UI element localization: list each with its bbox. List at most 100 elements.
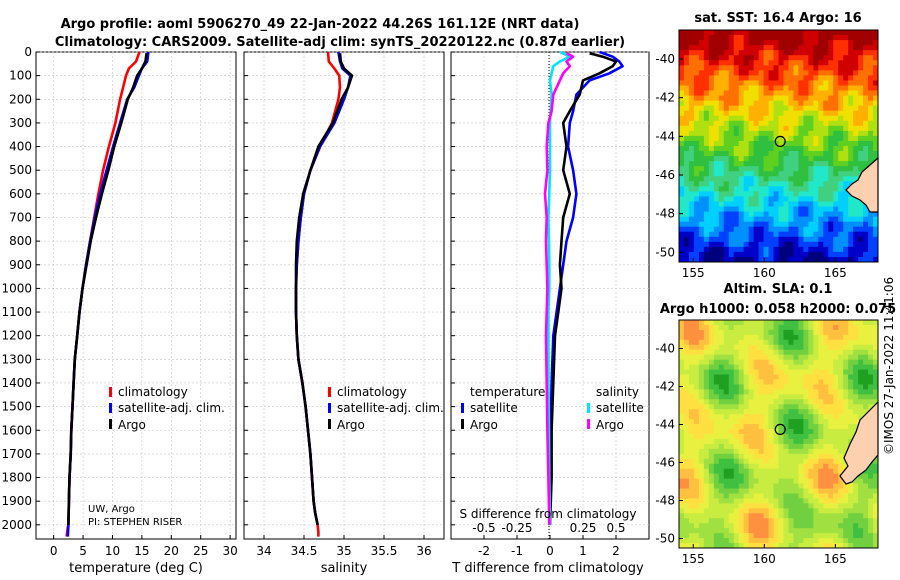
land-coast-new-zealand bbox=[845, 156, 879, 213]
heatmap-cell bbox=[863, 120, 869, 127]
heatmap-cell bbox=[718, 236, 725, 243]
heatmap-cell bbox=[858, 523, 864, 529]
heatmap-cell bbox=[738, 201, 745, 207]
heatmap-cell bbox=[778, 110, 784, 117]
heatmap-cell bbox=[828, 60, 834, 66]
heatmap-cell bbox=[698, 518, 705, 524]
heatmap-cell bbox=[808, 374, 814, 380]
heatmap-cell bbox=[823, 221, 829, 228]
heatmap-cell bbox=[738, 246, 745, 253]
heatmap-cell bbox=[818, 458, 824, 465]
heatmap-cell bbox=[783, 130, 789, 137]
heatmap-cell bbox=[778, 55, 784, 61]
heatmap-cell bbox=[853, 151, 859, 157]
heatmap-cell bbox=[703, 171, 710, 177]
heatmap-cell bbox=[693, 201, 700, 207]
heatmap-cell bbox=[808, 201, 814, 207]
heatmap-cell bbox=[679, 206, 685, 212]
heatmap-cell bbox=[773, 344, 779, 351]
heatmap-cell bbox=[708, 70, 715, 76]
heatmap-cell bbox=[738, 434, 745, 440]
heatmap-cell bbox=[758, 334, 764, 341]
heatmap-cell bbox=[828, 329, 834, 336]
heatmap-cell bbox=[713, 110, 720, 117]
heatmap-cell bbox=[793, 399, 799, 405]
heatmap-cell bbox=[763, 196, 769, 202]
heatmap-cell bbox=[713, 488, 720, 494]
heatmap-cell bbox=[773, 473, 779, 480]
heatmap-cell bbox=[718, 533, 725, 539]
heatmap-cell bbox=[818, 523, 824, 529]
heatmap-cell bbox=[778, 518, 784, 524]
heatmap-cell bbox=[743, 100, 750, 107]
difference-lines bbox=[543, 50, 624, 525]
heatmap-cell bbox=[758, 448, 764, 455]
heatmap-cell bbox=[708, 468, 715, 475]
legend-marker-climatology bbox=[328, 387, 331, 397]
heatmap-cell bbox=[733, 508, 740, 514]
heatmap-cell bbox=[818, 394, 824, 400]
heatmap-cell bbox=[848, 369, 854, 375]
heatmap-cell bbox=[783, 206, 789, 212]
heatmap-cell bbox=[698, 216, 705, 223]
heatmap-cell bbox=[793, 251, 799, 258]
heatmap-cell bbox=[788, 231, 794, 238]
heatmap-cell bbox=[738, 135, 745, 142]
heatmap-cell bbox=[688, 438, 695, 445]
heatmap-cell bbox=[833, 329, 839, 336]
heatmap-cell bbox=[788, 186, 794, 192]
heatmap-cell bbox=[723, 463, 730, 470]
heatmap-cell bbox=[679, 404, 685, 410]
heatmap-cell bbox=[753, 329, 760, 336]
heatmap-cell bbox=[838, 60, 844, 66]
heatmap-cell bbox=[743, 320, 750, 326]
heatmap-cell bbox=[748, 206, 755, 212]
heatmap-cell bbox=[733, 463, 740, 470]
heatmap-cell bbox=[763, 236, 769, 243]
heatmap-cell bbox=[788, 518, 794, 524]
heatmap-cell bbox=[713, 50, 720, 56]
heatmap-cell bbox=[728, 523, 735, 529]
heatmap-cell bbox=[873, 543, 879, 549]
heatmap-cell bbox=[723, 35, 730, 41]
heatmap-cell bbox=[753, 176, 760, 182]
heatmap-cell bbox=[793, 344, 799, 351]
heatmap-cell bbox=[843, 256, 849, 263]
heatmap-cell bbox=[698, 246, 705, 253]
heatmap-cell bbox=[768, 206, 774, 212]
heatmap-cell bbox=[793, 135, 799, 142]
heatmap-cell bbox=[733, 75, 740, 81]
heatmap-cell bbox=[688, 100, 695, 107]
heatmap-cell bbox=[853, 95, 859, 102]
heatmap-cell bbox=[683, 70, 690, 76]
heatmap-cell bbox=[713, 161, 720, 167]
heatmap-cell bbox=[833, 90, 839, 96]
heatmap-cell bbox=[778, 201, 784, 207]
heatmap-cell bbox=[848, 35, 854, 41]
heatmap-cell bbox=[853, 498, 859, 504]
heatmap-cell bbox=[853, 409, 859, 415]
heatmap-cell bbox=[818, 354, 824, 361]
figure-title-line1: Argo profile: aoml 5906270_49 22-Jan-202… bbox=[61, 17, 580, 32]
heatmap-cell bbox=[838, 453, 844, 460]
heatmap-cell bbox=[813, 374, 819, 380]
heatmap-cell bbox=[788, 453, 794, 460]
heatmap-cell bbox=[823, 483, 829, 489]
heatmap-cell bbox=[843, 186, 849, 192]
heatmap-cell bbox=[858, 35, 864, 41]
heatmap-cell bbox=[853, 211, 859, 218]
heatmap-cell bbox=[763, 374, 769, 380]
heatmap-cell bbox=[718, 120, 725, 127]
heatmap-cell bbox=[688, 246, 695, 253]
heatmap-cell bbox=[788, 543, 794, 549]
heatmap-cell bbox=[873, 518, 879, 524]
heatmap-cell bbox=[853, 135, 859, 142]
heatmap-cell bbox=[753, 191, 760, 197]
heatmap-cell bbox=[703, 528, 710, 534]
heatmap-cell bbox=[738, 140, 745, 147]
heatmap-cell bbox=[748, 196, 755, 202]
heatmap-cell bbox=[868, 156, 874, 162]
heatmap-cell bbox=[688, 221, 695, 228]
heatmap-cell bbox=[763, 324, 769, 331]
heatmap-cell bbox=[863, 399, 869, 405]
